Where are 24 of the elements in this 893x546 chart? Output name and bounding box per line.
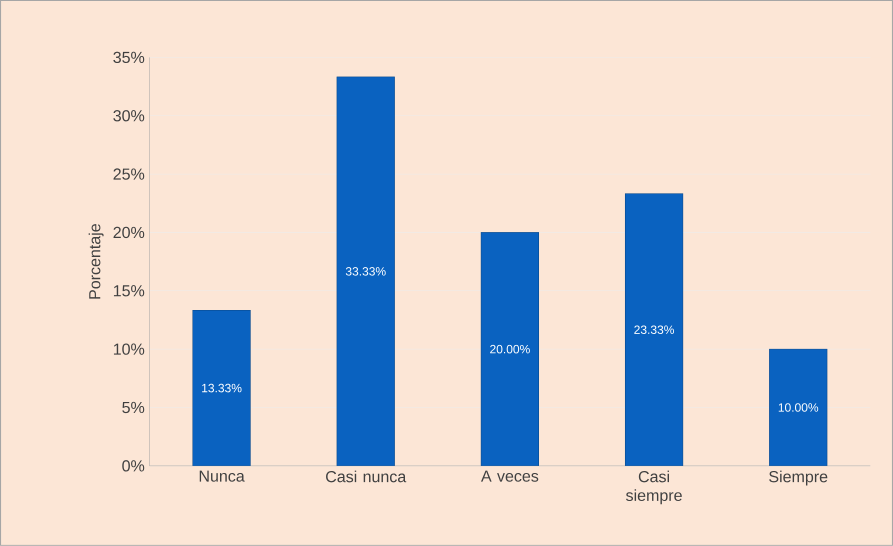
y-tick-label: 30%: [113, 110, 144, 122]
y-tick-label: 25%: [114, 168, 144, 180]
data-label: 10.00%: [778, 403, 818, 412]
bar: [624, 193, 684, 466]
bar: [769, 348, 828, 466]
y-tick-label: 10%: [114, 344, 144, 355]
bar: [480, 232, 540, 466]
y-tick-label: 20%: [114, 226, 144, 238]
y-tick-label: 35%: [113, 52, 144, 64]
x-tick-label: A veces: [480, 470, 538, 482]
y-tick-label: 15%: [114, 285, 144, 296]
data-label: 13.33%: [202, 384, 242, 392]
y-tick-label: 0%: [122, 460, 144, 472]
x-tick-label: Siempre: [769, 470, 828, 486]
data-label: 33.33%: [346, 267, 386, 276]
y-axis-title: Porcentaje: [88, 224, 104, 299]
data-label: 20.00%: [490, 344, 530, 354]
y-tick-label: 5%: [122, 402, 144, 414]
data-label: 23.33%: [634, 325, 674, 334]
bar: [192, 310, 251, 466]
x-tick-label: Casi siempre: [626, 470, 682, 504]
bar: [336, 76, 395, 466]
x-tick-label: Nunca: [200, 470, 245, 482]
x-tick-label: Casi nunca: [326, 470, 406, 482]
